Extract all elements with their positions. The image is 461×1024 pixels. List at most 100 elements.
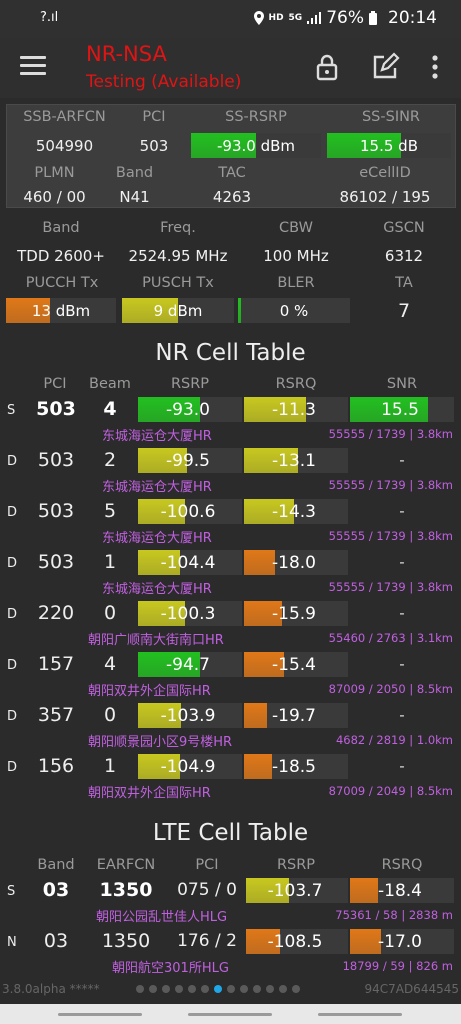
lte-row-rsrq: -17.0: [378, 931, 422, 952]
pucch-tx-bar: 13 dBm: [6, 298, 116, 323]
nr-row-rsrp-fill: [138, 397, 201, 422]
nr-row-beam: 4: [103, 398, 117, 420]
lock-icon[interactable]: [312, 52, 342, 82]
lte-row-earfcn: 1350: [101, 930, 151, 952]
ss-rsrp-value: -93.0 dBm: [216, 136, 295, 155]
nr-row-rsrp-bar: -104.9: [138, 754, 242, 779]
page-dot[interactable]: [214, 985, 222, 993]
more-vert-icon[interactable]: [420, 52, 450, 82]
page-dot[interactable]: [240, 985, 248, 993]
lte-row-rsrp-bar: -103.7: [246, 878, 348, 903]
nr-row-rsrp-bar: -104.4: [138, 550, 242, 575]
nr-row-rsrq-bar: -18.0: [244, 550, 348, 575]
nr-row-cell-meta: 55555 / 1739 | 3.8km: [328, 580, 453, 594]
nr-row-rsrq-bar: -18.5: [244, 754, 348, 779]
label-cbw: CBW: [279, 220, 313, 236]
nr-row-rsrq: -13.1: [272, 450, 316, 471]
lte-row-rsrp-bar: -108.5: [246, 929, 348, 954]
clock: 20:14: [388, 8, 437, 28]
nr-row-snr: -: [399, 502, 405, 520]
page-dot[interactable]: [279, 985, 287, 993]
lte-row-rsrq-bar: -18.4: [350, 878, 454, 903]
battery-icon: [369, 11, 377, 25]
menu-icon[interactable]: [20, 56, 46, 78]
nr-row-rsrq-fill: [244, 550, 276, 575]
nr-row-snr: -: [399, 757, 405, 775]
nr-row-site-name: 朝阳双井外企国际HR: [88, 786, 211, 801]
lte-row-rsrp: -108.5: [267, 931, 323, 952]
nr-header-pci: PCI: [43, 376, 67, 392]
app-version: 3.8.0alpha *****: [2, 982, 100, 996]
nr-row-rsrp-fill: [138, 448, 187, 473]
nr-row-pci: 503: [37, 449, 75, 471]
nav-recents-button[interactable]: [58, 1013, 142, 1016]
lte-cell-table-title: LTE Cell Table: [152, 820, 309, 846]
page-indicator[interactable]: [136, 985, 300, 993]
freq-value: 2524.95 MHz: [128, 247, 228, 265]
nr-row-site-name: 朝阳顺景园小区9号楼HR: [88, 735, 233, 750]
lte-row-site-name: 朝阳公园乱世佳人HLG: [96, 910, 228, 925]
page-dot[interactable]: [266, 985, 274, 993]
nr-row-beam: 0: [103, 704, 117, 726]
nav-back-button[interactable]: [318, 1013, 402, 1016]
nr-row-rsrq: -15.9: [272, 603, 316, 624]
tac-value: 4263: [212, 188, 252, 206]
page-dot[interactable]: [188, 985, 196, 993]
lte-row-rsrp-fill: [246, 878, 289, 903]
page-dot[interactable]: [227, 985, 235, 993]
hd-indicator: HD: [268, 13, 284, 23]
edit-icon[interactable]: [370, 52, 400, 82]
app-bar: NR-NSA Testing (Available): [0, 38, 461, 98]
lte-row-rsrq: -18.4: [378, 880, 422, 901]
nr-row-type: D: [7, 760, 18, 775]
nr-row-snr: -: [399, 655, 405, 673]
lte-header-rsrp: RSRP: [276, 857, 316, 873]
nr-row-rsrp-fill: [138, 550, 180, 575]
nr-row-type: D: [7, 607, 18, 622]
page-dot[interactable]: [201, 985, 209, 993]
lte-row-band: 03: [43, 930, 69, 952]
nr-row-rsrp-bar: -100.6: [138, 499, 242, 524]
lte-row-cell-meta: 18799 / 59 | 826 m: [342, 959, 453, 973]
nr-row-type: D: [7, 505, 18, 520]
page-dot[interactable]: [292, 985, 300, 993]
page-dot[interactable]: [175, 985, 183, 993]
nr-row-site-name: 东城海运仓大厦HR: [102, 429, 212, 444]
pusch-tx-bar: 9 dBm: [122, 298, 234, 323]
ta-value: 7: [397, 300, 411, 322]
nr-header-rsrq: RSRQ: [275, 376, 317, 392]
lte-row-rsrq-fill: [350, 878, 379, 903]
nr-row-cell-meta: 87009 / 2049 | 8.5km: [328, 784, 453, 798]
lte-header-band: Band: [37, 857, 75, 873]
nr-row-rsrp-fill: [138, 601, 185, 626]
nr-row-snr: 15.5: [381, 399, 419, 420]
page-dot[interactable]: [162, 985, 170, 993]
label-carrier-band: Band: [42, 220, 80, 236]
nav-home-button[interactable]: [188, 1013, 272, 1016]
nr-row-rsrq: -18.0: [272, 552, 316, 573]
nr-row-rsrq: -19.7: [272, 705, 316, 726]
nr-row-rsrp: -94.7: [166, 654, 210, 675]
page-dot[interactable]: [136, 985, 144, 993]
ss-rsrp-bar: -93.0 dBm: [191, 133, 321, 158]
nr-row-cell-meta: 55555 / 1739 | 3.8km: [328, 529, 453, 543]
nr-row-snr: -: [399, 451, 405, 469]
nr-row-site-name: 东城海运仓大厦HR: [102, 582, 212, 597]
nr-row-rsrq: -18.5: [272, 756, 316, 777]
pusch-tx-fill: [122, 298, 178, 323]
nr-row-site-name: 东城海运仓大厦HR: [102, 531, 212, 546]
page-dot[interactable]: [149, 985, 157, 993]
nr-row-pci: 503: [36, 398, 76, 420]
bler-fill: [238, 298, 242, 323]
nr-row-type: S: [7, 403, 16, 418]
nr-row-cell-meta: 55555 / 1739 | 3.8km: [328, 478, 453, 492]
page-dot[interactable]: [253, 985, 261, 993]
label-freq: Freq.: [160, 220, 196, 236]
status-bar: ?.ıl HD 5G 76% 20:14: [0, 0, 461, 38]
pucch-tx-fill: [6, 298, 50, 323]
nr-row-rsrq-fill: [244, 499, 294, 524]
nr-row-rsrq-bar: -15.4: [244, 652, 348, 677]
label-bler: BLER: [277, 275, 315, 291]
label-ta: TA: [395, 275, 413, 291]
nr-row-rsrq: -11.3: [272, 399, 316, 420]
